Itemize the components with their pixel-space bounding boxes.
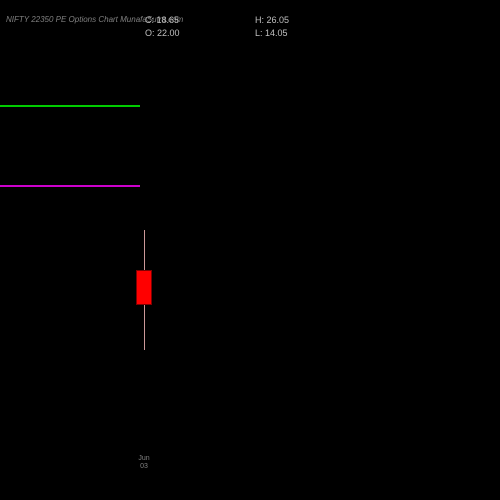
close-label: C: [145, 15, 154, 25]
candle-body [136, 270, 152, 305]
open-label: O: [145, 28, 155, 38]
support-line [0, 185, 140, 187]
candlestick-chart: NIFTY 22350 PE Options Chart MunafaSutra… [0, 0, 500, 500]
low-label: L: [255, 28, 263, 38]
low-value: 14.05 [265, 28, 288, 38]
high-value: 26.05 [267, 15, 290, 25]
high-label: H: [255, 15, 264, 25]
ohlc-low: L: 14.05 [255, 28, 288, 38]
ohlc-high: H: 26.05 [255, 15, 289, 25]
close-value: 18.65 [157, 15, 180, 25]
ohlc-open: O: 22.00 [145, 28, 180, 38]
x-axis-date: Jun 03 [138, 455, 149, 470]
open-value: 22.00 [157, 28, 180, 38]
ohlc-close: C: 18.65 [145, 15, 179, 25]
resistance-line [0, 105, 140, 107]
